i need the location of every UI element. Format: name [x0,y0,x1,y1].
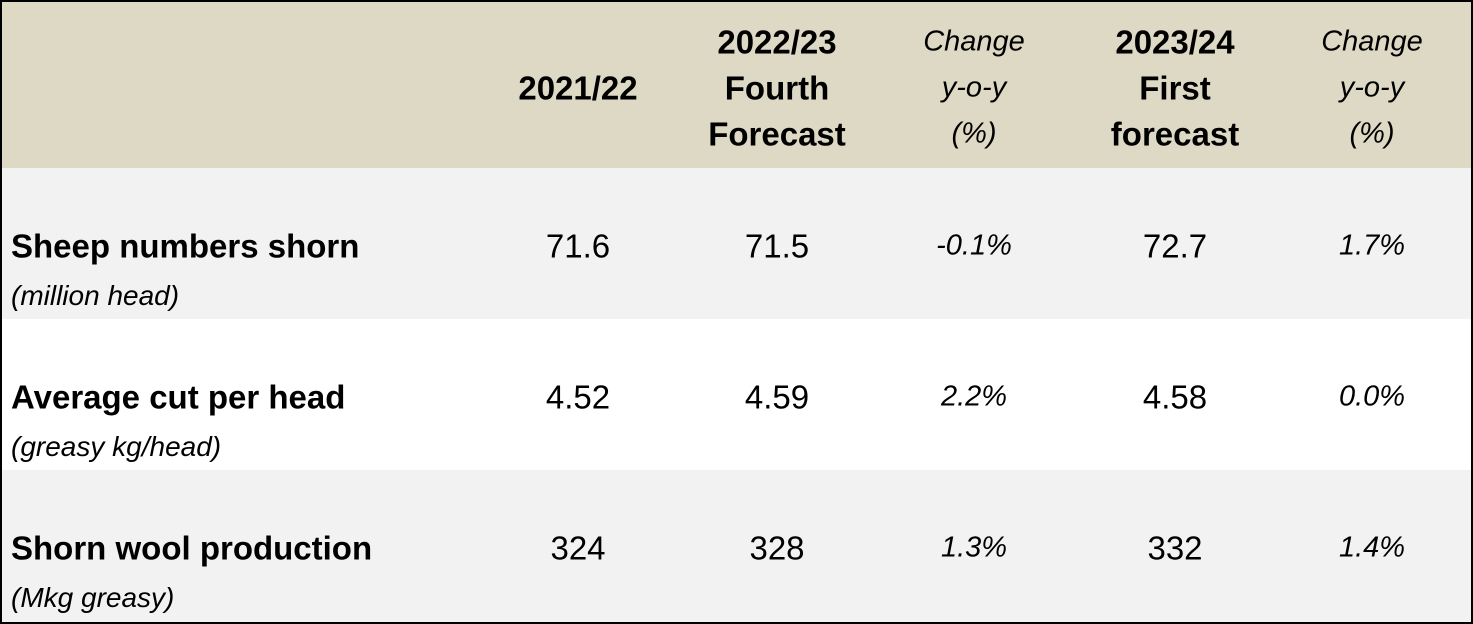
row-label: Sheep numbers shorn [11,227,360,265]
row-label: Average cut per head [11,378,346,416]
column-header: y-o-y [941,71,1007,104]
cell-value: 1.3% [940,531,1008,564]
column-header: (%) [1349,117,1395,150]
cell-value: 4.58 [1142,378,1208,416]
cell-value: 4.59 [744,378,810,416]
column-header: First [1139,69,1211,107]
column-header: Fourth [724,69,830,107]
row-band [2,168,1471,319]
column-header: 2022/23 [717,23,837,61]
cell-value: 1.7% [1338,229,1406,262]
cell-value: 324 [550,529,606,567]
row-label: Shorn wool production [11,529,373,567]
cell-value: 72.7 [1142,227,1208,265]
column-header: Change [1321,25,1423,58]
cell-value: 71.5 [744,227,810,265]
cell-value: 0.0% [1338,380,1406,413]
header-band [2,2,1471,168]
row-unit: (greasy kg/head) [11,431,222,462]
row-band [2,470,1471,622]
cell-value: 4.52 [545,378,611,416]
column-header: Change [923,25,1025,58]
column-header: (%) [951,117,997,150]
column-header: y-o-y [1339,71,1405,104]
column-header: forecast [1110,115,1240,153]
cell-value: 328 [749,529,805,567]
column-header: Forecast [708,115,846,153]
cell-value: 332 [1147,529,1203,567]
cell-value: 71.6 [545,227,611,265]
column-header: 2021/22 [518,69,638,107]
row-unit: (Mkg greasy) [11,582,175,613]
cell-value: -0.1% [936,229,1012,262]
cell-value: 1.4% [1338,531,1406,564]
row-unit: (million head) [11,280,180,311]
row-band [2,319,1471,470]
column-header: 2023/24 [1115,23,1235,61]
cell-value: 2.2% [940,380,1008,413]
